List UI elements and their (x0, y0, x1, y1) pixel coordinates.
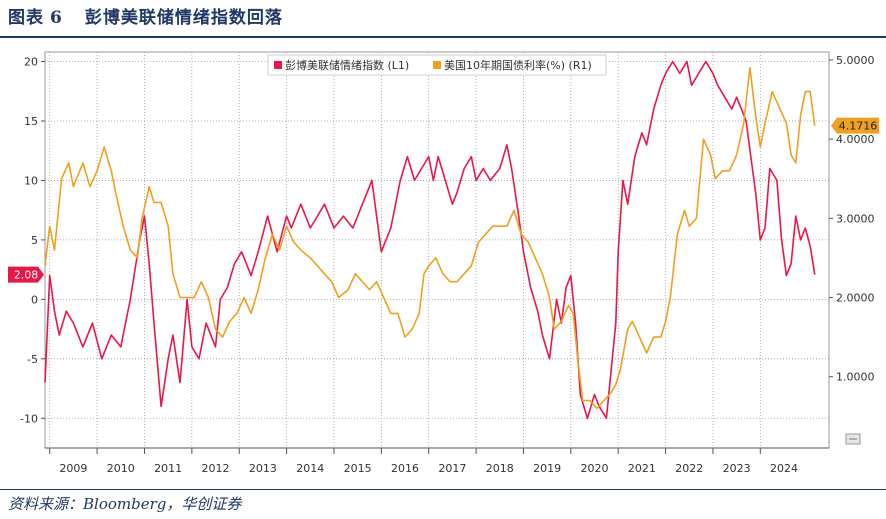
x-tick-label: 2013 (249, 462, 277, 475)
left-tick-label: 20 (24, 56, 38, 69)
x-tick-label: 2009 (59, 462, 87, 475)
legend-label-sentiment: 彭博美联储情绪指数 (L1) (285, 58, 409, 72)
legend: 彭博美联储情绪指数 (L1) 美国10年期国债利率(%) (R1) (267, 54, 607, 76)
left-tick-label: -10 (20, 412, 38, 425)
x-tick-label: 2022 (675, 462, 703, 475)
x-tick-label: 2018 (486, 462, 514, 475)
series-lines (44, 60, 816, 420)
left-tick-label: 15 (24, 115, 38, 128)
last-value-text-right: 4.1716 (839, 120, 878, 133)
figure-label: 图表 (8, 8, 44, 28)
left-tick-label: 5 (31, 234, 38, 247)
right-tick-label: 1.0000 (836, 371, 875, 384)
left-tick-label: 10 (24, 174, 38, 187)
line-chart: -10 -5 0 5 10 15 20 1.0000 2.0000 3.0000 4.0000 5.… (8, 51, 879, 475)
x-axis: 2009 2010 2011 2012 2013 2014 2015 2016 2017 2018… (45, 447, 829, 475)
x-tick-label: 2012 (202, 462, 230, 475)
x-tick-label: 2021 (628, 462, 656, 475)
x-tick-label: 2024 (770, 462, 798, 475)
legend-label-treasury: 美国10年期国债利率(%) (R1) (444, 58, 592, 72)
figure-number: 6 (50, 8, 63, 28)
last-value-text-left: 2.08 (14, 269, 39, 282)
x-tick-label: 2019 (533, 462, 561, 475)
figure-title: 图表 6 彭博美联储情绪指数回落 (8, 4, 283, 32)
right-tick-label: 4.0000 (836, 133, 875, 146)
x-tick-label: 2020 (581, 462, 609, 475)
right-axis: 1.0000 2.0000 3.0000 4.0000 5.0000 (829, 54, 875, 384)
x-tick-label: 2015 (344, 462, 372, 475)
left-tick-label: 0 (31, 293, 38, 306)
plot-area (44, 51, 830, 449)
x-tick-label: 2023 (723, 462, 751, 475)
left-axis: -10 -5 0 5 10 15 20 (20, 56, 45, 425)
last-value-badge-right (831, 117, 879, 134)
left-tick-label: -5 (27, 353, 38, 366)
x-tick-label: 2010 (107, 462, 135, 475)
legend-swatch-sentiment (274, 61, 282, 69)
figure-title-text: 彭博美联储情绪指数回落 (84, 8, 283, 28)
source-note: 资料来源：Bloomberg，华创证券 (8, 495, 242, 513)
x-tick-label: 2011 (154, 462, 182, 475)
right-tick-label: 2.0000 (836, 292, 875, 305)
source-rule (0, 489, 886, 490)
title-rule (0, 36, 886, 38)
right-tick-label: 3.0000 (836, 212, 875, 225)
last-value-badge-left (8, 266, 44, 283)
x-tick-label: 2016 (391, 462, 419, 475)
x-tick-label: 2014 (296, 462, 324, 475)
zoom-icon[interactable] (845, 433, 861, 445)
legend-swatch-treasury (433, 61, 441, 69)
series-line-sentiment (44, 60, 816, 420)
last-value-badges: 2.08 4.1716 (8, 117, 879, 283)
x-tick-label: 2017 (438, 462, 466, 475)
right-tick-label: 5.0000 (836, 54, 875, 67)
series-line-treasury (44, 67, 816, 410)
